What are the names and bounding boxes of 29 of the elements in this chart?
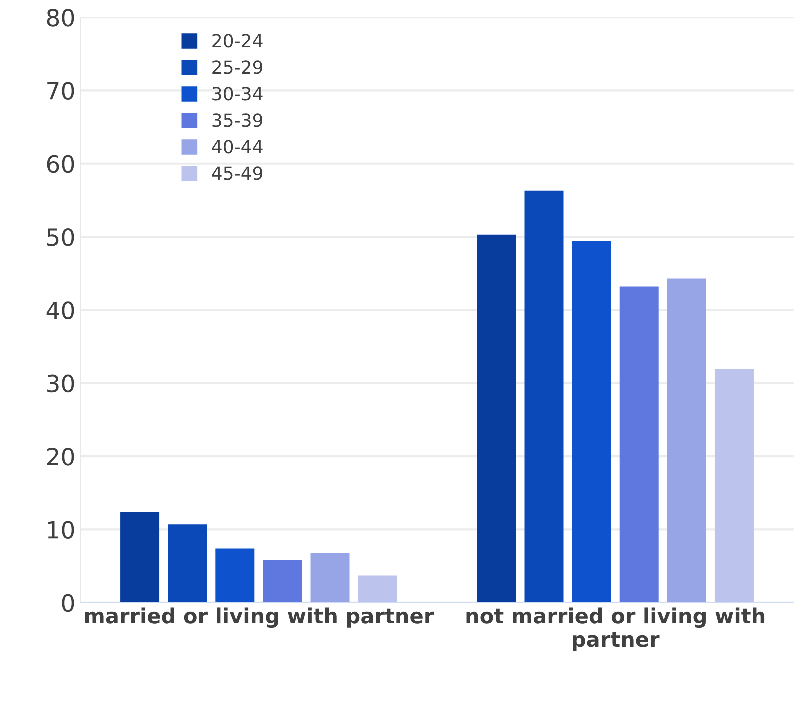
legend-label: 30-34 — [212, 87, 263, 101]
x-tick-label: married or living with partner — [85, 608, 434, 628]
y-tick-label: 0 — [62, 594, 74, 612]
bar — [620, 286, 659, 603]
y-tick-label: 80 — [47, 8, 74, 27]
bar — [714, 369, 754, 603]
bar — [477, 234, 516, 603]
legend-label: 35-39 — [212, 114, 263, 128]
bar — [168, 524, 208, 603]
y-tick-label: 40 — [46, 302, 74, 320]
legend-label: 45-49 — [212, 166, 263, 180]
bar — [120, 512, 160, 603]
bar — [667, 278, 706, 603]
y-tick-label: 60 — [47, 155, 74, 174]
legend-label: 25-29 — [212, 60, 263, 74]
x-tick-label: not married or living with partner — [466, 608, 765, 652]
bar — [524, 190, 564, 603]
y-tick-label: 50 — [48, 228, 74, 246]
y-tick-label: 10 — [48, 521, 74, 539]
y-tick-label: 70 — [48, 82, 74, 100]
y-tick-label: 30 — [47, 374, 74, 393]
bar — [216, 548, 255, 603]
bar — [572, 241, 612, 603]
legend-label: 20-24 — [212, 34, 263, 48]
y-tick-label: 20 — [47, 448, 74, 466]
bar — [310, 553, 350, 603]
bar — [358, 576, 398, 603]
bar — [263, 560, 302, 603]
legend-label: 40-44 — [212, 140, 263, 154]
